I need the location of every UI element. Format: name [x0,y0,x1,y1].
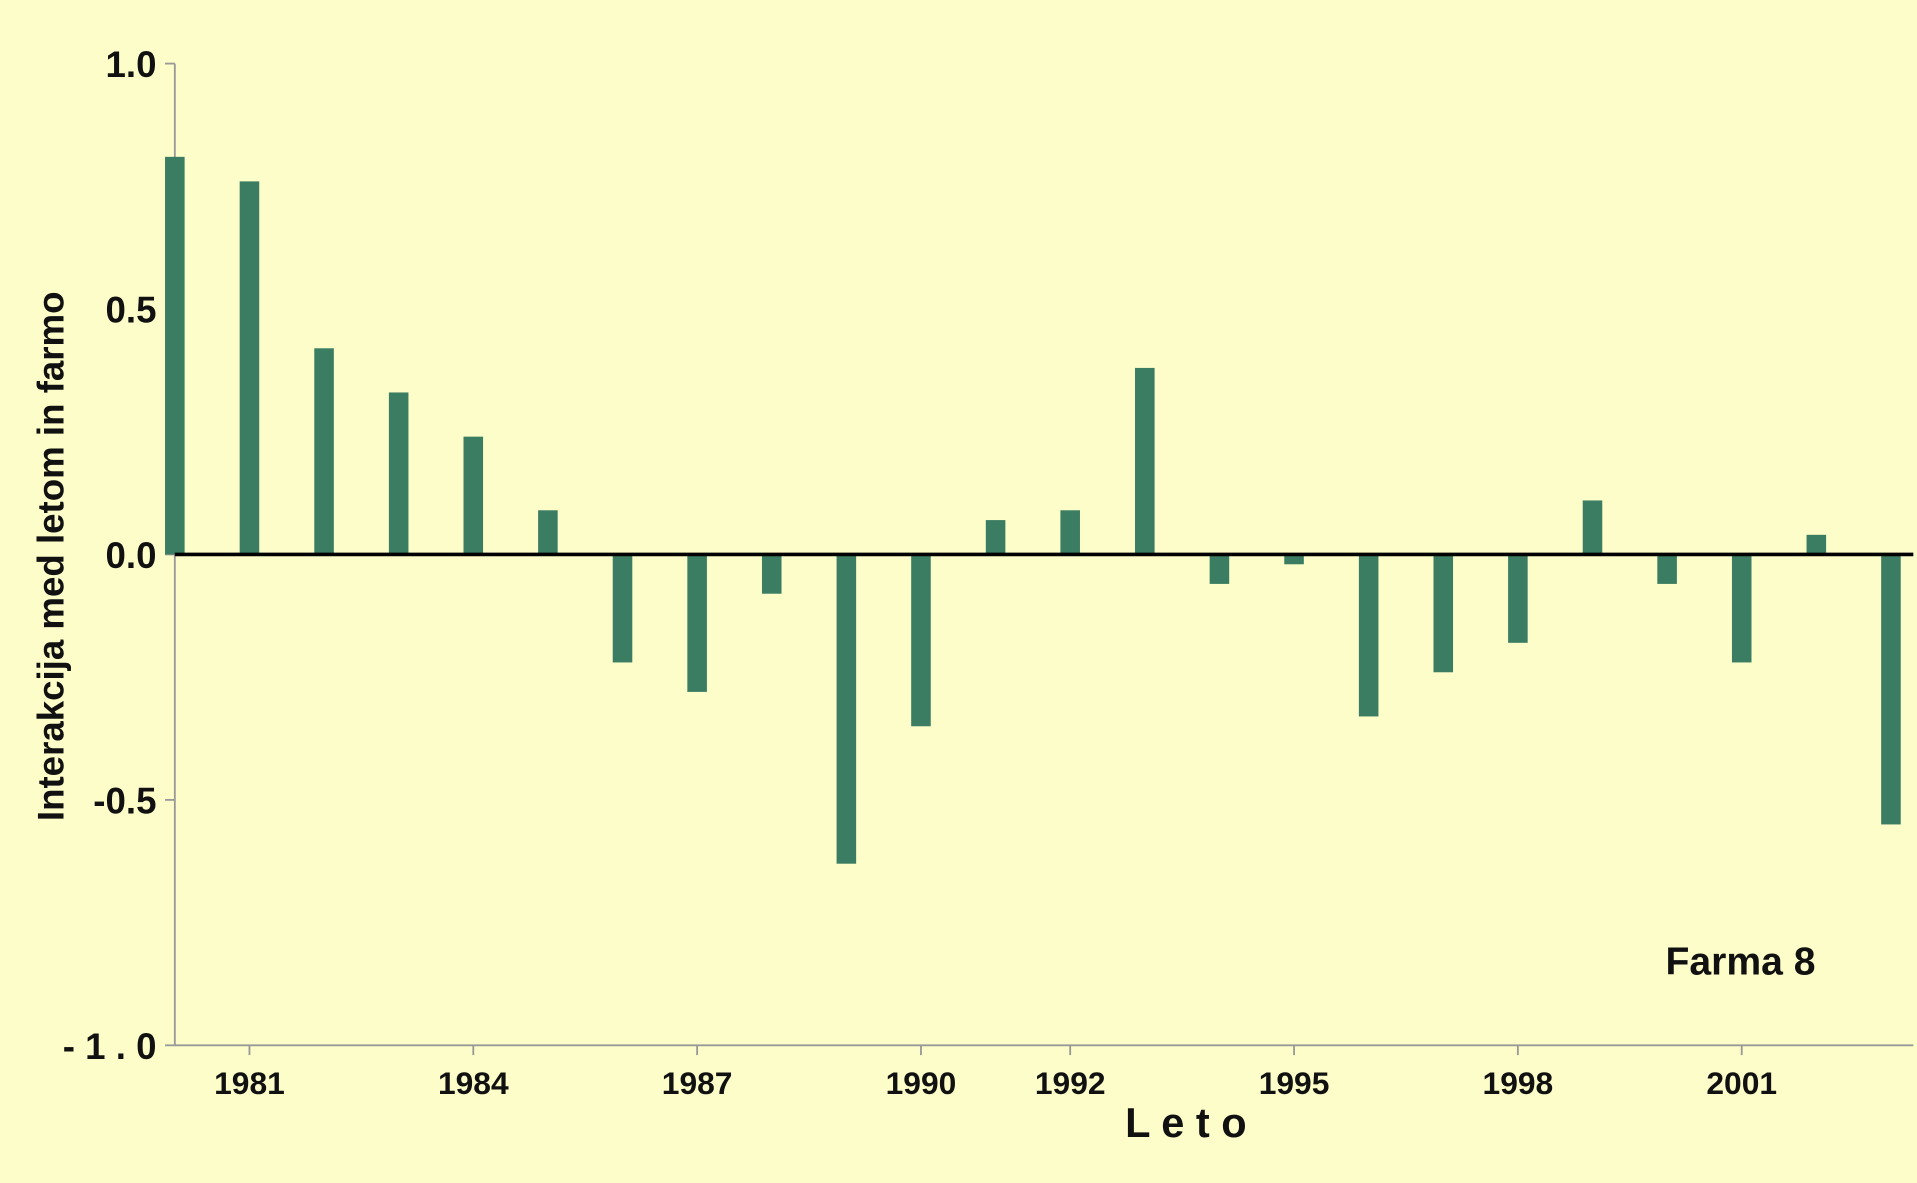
y-tick-label: - 1 . 0 [63,1026,157,1067]
bar [1433,554,1454,673]
bar [1358,554,1379,717]
x-tick-label: 1984 [438,1065,509,1101]
bar [1806,534,1827,555]
bar [985,520,1006,555]
bar [1657,554,1677,584]
bar [388,392,409,555]
x-tick-label: 1987 [662,1065,733,1101]
bar [687,554,707,692]
bar [1881,554,1901,825]
bar [165,156,185,555]
bar [1731,554,1752,663]
x-tick-label: 2001 [1706,1065,1777,1101]
bar [1135,367,1155,555]
bar [538,510,558,555]
y-tick-label: 0.5 [106,289,157,330]
bar [911,554,931,727]
bar [1209,554,1230,584]
y-tick-label: 1.0 [106,44,157,85]
x-tick-label: 1990 [886,1065,957,1101]
bar [1284,554,1304,565]
y-tick-label: -0.5 [93,780,156,821]
x-tick-label: 1998 [1483,1065,1554,1101]
bar [239,181,260,555]
x-axis-label: L e t o [1125,1099,1247,1146]
annotation: Farma 8 [1666,940,1816,983]
y-tick-label: 0.0 [106,535,157,576]
bar [463,436,484,555]
bar [836,554,857,864]
x-tick-label: 1981 [214,1065,285,1101]
x-tick-label: 1995 [1259,1065,1330,1101]
bar [1508,554,1528,643]
bar [761,554,782,594]
bar [1582,500,1603,555]
bar [1060,510,1080,555]
bar [314,348,334,555]
x-tick-label: 1992 [1035,1065,1106,1101]
bar [612,554,633,663]
y-axis-label: Interakcija med letom in farmo [31,291,72,821]
